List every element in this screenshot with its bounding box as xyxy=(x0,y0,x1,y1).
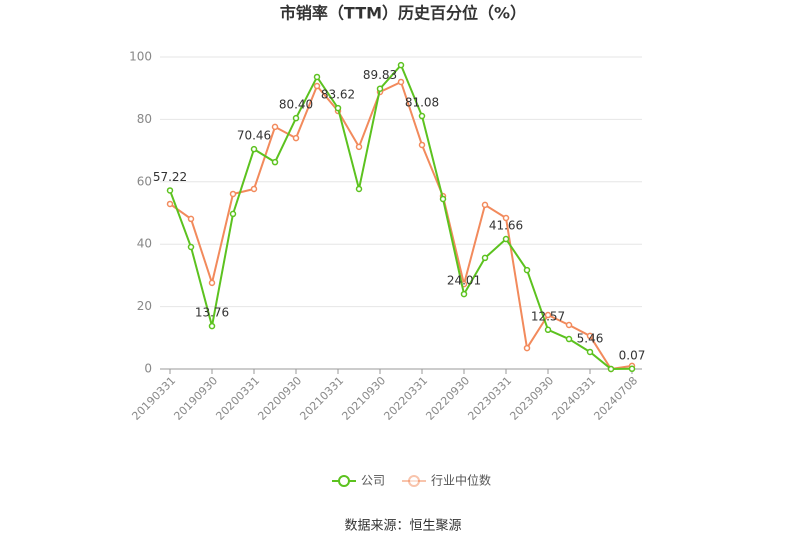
series-line xyxy=(169,80,633,371)
y-tick-label: 40 xyxy=(137,237,152,251)
data-point xyxy=(187,243,195,251)
x-tick-label: 20230930 xyxy=(507,374,556,423)
data-point xyxy=(166,200,174,208)
data-label: 83.62 xyxy=(321,88,355,102)
data-point xyxy=(586,348,594,356)
x-tick-label: 20190930 xyxy=(171,374,220,423)
data-label: 24.01 xyxy=(447,274,481,288)
data-label: 57.22 xyxy=(153,170,187,184)
data-point xyxy=(502,214,510,222)
x-tick-label: 20210930 xyxy=(339,374,388,423)
data-label: 70.46 xyxy=(237,129,271,143)
x-tick-label: 20190331 xyxy=(129,374,178,423)
y-tick-label: 100 xyxy=(129,50,152,64)
source: 数据来源：恒生聚源 xyxy=(344,519,461,534)
data-point xyxy=(397,78,405,86)
data-point xyxy=(166,187,174,194)
data-point xyxy=(292,114,300,122)
legend-marker xyxy=(408,475,420,487)
data-point xyxy=(439,195,447,203)
chart-title: 市销率（TTM）历史百分位（%） xyxy=(280,4,526,23)
data-label: 89.83 xyxy=(363,68,397,82)
data-point xyxy=(565,335,573,343)
data-point xyxy=(271,158,279,166)
data-point xyxy=(397,61,405,69)
x-tick-label: 20210331 xyxy=(297,374,346,423)
data-point xyxy=(250,185,258,193)
data-point xyxy=(313,73,321,81)
x-tick-label: 20200331 xyxy=(213,374,262,423)
data-point xyxy=(271,123,279,131)
legend-label: 公司 xyxy=(361,474,385,488)
data-point xyxy=(544,311,552,319)
data-point xyxy=(523,344,531,352)
data-point xyxy=(481,254,489,262)
data-point xyxy=(544,326,552,334)
data-point xyxy=(355,143,363,151)
data-point xyxy=(628,365,636,373)
data-point xyxy=(481,201,489,209)
data-label: 80.40 xyxy=(279,98,313,112)
data-point xyxy=(565,321,573,329)
data-point xyxy=(250,145,258,153)
data-point xyxy=(334,104,342,112)
data-label: 5.46 xyxy=(577,331,604,345)
data-point xyxy=(208,279,216,287)
data-point xyxy=(229,210,237,218)
data-label: 0.07 xyxy=(619,348,646,362)
legend-label: 行业中位数 xyxy=(431,473,491,488)
data-point xyxy=(229,190,237,198)
data-point xyxy=(523,266,531,274)
data-point xyxy=(208,322,216,330)
data-label: 12.57 xyxy=(531,309,565,323)
x-tick-label: 20230331 xyxy=(465,374,514,423)
data-point xyxy=(187,215,195,223)
data-label: 81.08 xyxy=(405,96,439,110)
y-tick-label: 20 xyxy=(137,299,152,313)
series-line xyxy=(169,63,633,371)
data-point xyxy=(460,290,468,298)
data-point xyxy=(313,82,321,90)
data-point xyxy=(355,185,363,193)
data-point xyxy=(292,134,300,142)
x-tick-label: 20240331 xyxy=(549,374,598,423)
x-tick-label: 20220331 xyxy=(381,374,430,423)
data-label: 41.66 xyxy=(489,219,523,233)
y-tick-label: 0 xyxy=(144,362,152,376)
data-point xyxy=(376,85,384,92)
x-tick-label: 20220930 xyxy=(423,374,472,423)
data-point xyxy=(418,112,426,120)
data-point xyxy=(586,332,594,340)
data-label: 13.76 xyxy=(195,306,229,320)
data-point xyxy=(502,235,510,243)
data-point xyxy=(418,141,426,149)
y-tick-label: 60 xyxy=(137,174,152,188)
legend-marker xyxy=(338,475,350,487)
x-tick-label: 20240708 xyxy=(591,374,640,423)
y-tick-label: 80 xyxy=(137,112,152,126)
x-tick-label: 20200930 xyxy=(255,374,304,423)
data-point xyxy=(607,365,615,373)
